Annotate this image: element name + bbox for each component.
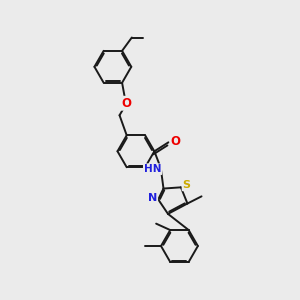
Text: O: O (121, 97, 131, 110)
Text: HN: HN (144, 164, 161, 174)
Text: N: N (148, 194, 157, 203)
Text: S: S (182, 180, 190, 190)
Text: O: O (171, 134, 181, 148)
